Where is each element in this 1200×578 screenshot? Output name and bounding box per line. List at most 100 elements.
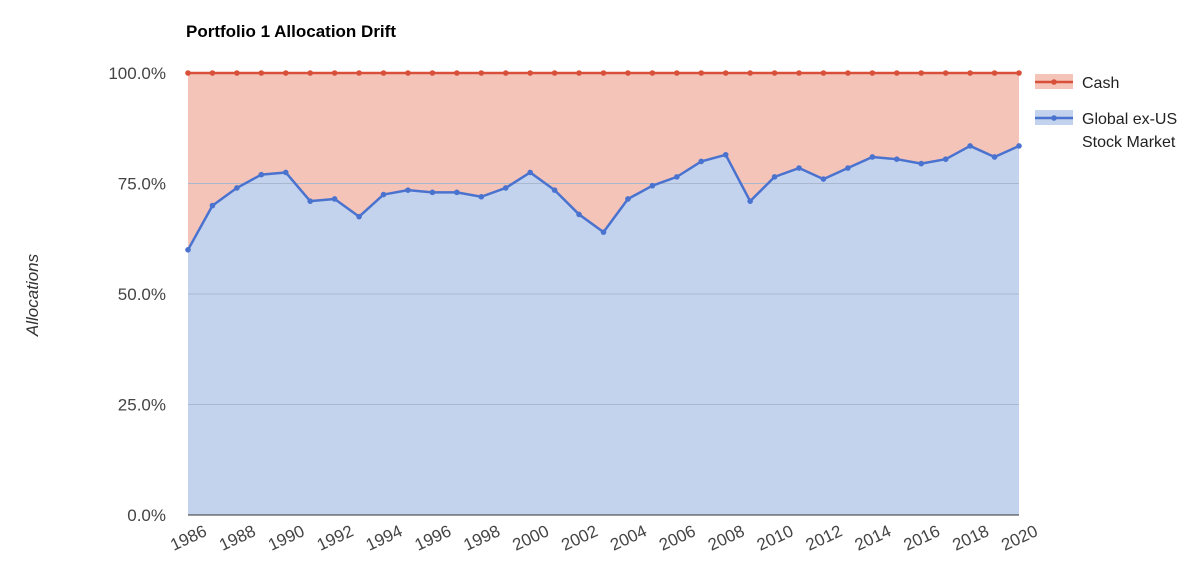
- data-point: [771, 70, 778, 76]
- legend-label: Cash: [1082, 75, 1119, 92]
- x-tick-label: 2016: [901, 521, 943, 554]
- x-tick-label: 2020: [998, 521, 1040, 554]
- data-point: [185, 247, 191, 253]
- data-point: [918, 70, 925, 76]
- x-tick-label: 2002: [558, 521, 600, 554]
- data-point: [942, 156, 949, 162]
- data-point: [502, 70, 509, 76]
- x-tick-label: 1992: [314, 521, 356, 554]
- data-point: [331, 196, 338, 202]
- data-point: [576, 211, 582, 218]
- y-tick-label: 50.0%: [118, 285, 166, 304]
- y-tick-label: 0.0%: [127, 506, 166, 525]
- data-point: [649, 182, 656, 189]
- data-point: [331, 70, 338, 76]
- x-tick-label: 1998: [461, 521, 503, 554]
- data-point: [380, 191, 387, 198]
- legend-label: Global ex-US: [1082, 111, 1177, 128]
- data-point: [649, 70, 656, 76]
- data-point: [747, 70, 753, 76]
- legend-label: Stock Market: [1082, 134, 1176, 151]
- x-tick-label: 1986: [167, 521, 209, 554]
- legend-marker: [1051, 115, 1057, 121]
- data-point: [478, 70, 485, 76]
- data-point: [185, 70, 191, 76]
- data-point: [991, 70, 998, 76]
- data-point: [405, 187, 411, 193]
- x-tick-label: 1996: [412, 521, 454, 554]
- data-point: [527, 169, 533, 176]
- area-0: [188, 145, 1019, 515]
- data-point: [258, 171, 265, 178]
- area-1: [188, 73, 1019, 250]
- plot-area: [185, 70, 1022, 516]
- y-axis-label: Allocations: [23, 253, 42, 337]
- y-tick-label: 100.0%: [108, 64, 166, 83]
- data-point: [1016, 143, 1022, 149]
- x-tick-label: 2006: [656, 521, 698, 554]
- data-point: [551, 70, 558, 76]
- x-tick-label: 1990: [265, 521, 307, 554]
- data-point: [478, 193, 485, 200]
- data-point: [747, 198, 753, 204]
- data-point: [893, 70, 900, 76]
- data-point: [967, 70, 973, 76]
- data-point: [209, 202, 216, 209]
- data-point: [722, 70, 729, 76]
- x-axis-ticks: 1986 1988 1990 1992 1994 1996 1998 2000 2002 2004…: [167, 521, 1040, 554]
- data-point: [625, 70, 631, 76]
- x-tick-label: 1988: [216, 521, 258, 554]
- data-point: [796, 70, 802, 76]
- data-point: [698, 158, 705, 165]
- data-point: [796, 165, 802, 171]
- data-point: [893, 156, 900, 162]
- data-point: [576, 70, 582, 76]
- data-point: [722, 151, 729, 158]
- data-point: [307, 198, 314, 204]
- data-point: [454, 70, 460, 76]
- data-point: [869, 154, 876, 160]
- data-point: [845, 70, 851, 76]
- data-point: [967, 143, 973, 149]
- data-point: [600, 229, 607, 235]
- data-point: [356, 70, 362, 76]
- data-point: [869, 70, 876, 76]
- data-point: [1016, 70, 1022, 76]
- data-point: [429, 189, 436, 196]
- x-tick-label: 2004: [607, 521, 649, 554]
- data-point: [380, 70, 387, 76]
- data-point: [600, 70, 607, 76]
- x-tick-label: 2012: [803, 521, 845, 554]
- data-point: [625, 196, 631, 202]
- data-point: [282, 70, 289, 76]
- y-tick-label: 75.0%: [118, 175, 166, 194]
- data-point: [918, 160, 925, 167]
- data-point: [551, 187, 558, 193]
- y-axis-ticks: 0.0% 25.0% 50.0% 75.0% 100.0%: [108, 64, 166, 525]
- data-point: [282, 169, 289, 176]
- data-point: [820, 70, 827, 76]
- x-tick-label: 2014: [852, 521, 894, 554]
- data-point: [942, 70, 949, 76]
- x-tick-label: 2010: [754, 521, 796, 554]
- legend-marker: [1051, 79, 1057, 85]
- chart-title: Portfolio 1 Allocation Drift: [186, 22, 396, 41]
- data-point: [771, 174, 778, 180]
- chart-legend: Cash Global ex-US Stock Market: [1035, 74, 1177, 151]
- data-point: [234, 70, 240, 76]
- data-point: [991, 154, 998, 160]
- data-point: [454, 189, 460, 196]
- data-point: [698, 70, 705, 76]
- data-point: [405, 70, 411, 76]
- data-point: [845, 165, 851, 171]
- x-tick-label: 2018: [949, 521, 991, 554]
- data-point: [429, 70, 436, 76]
- data-point: [502, 185, 509, 191]
- data-point: [234, 185, 240, 191]
- data-point: [820, 176, 827, 182]
- data-point: [209, 70, 216, 76]
- data-point: [674, 174, 680, 180]
- x-tick-label: 2008: [705, 521, 747, 554]
- data-point: [307, 70, 314, 76]
